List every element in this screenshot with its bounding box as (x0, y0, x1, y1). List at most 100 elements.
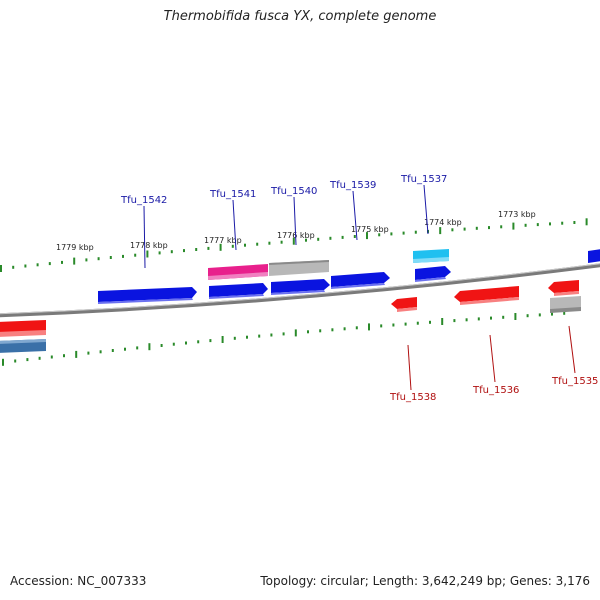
inner-scale-tick (258, 334, 261, 338)
outer-scale-tick (549, 222, 551, 226)
outer-scale-tick (475, 226, 478, 230)
inner-scale-tick (477, 317, 480, 321)
inner-scale-tick (246, 335, 248, 339)
callout-Tfu_1540 (293, 196, 297, 246)
outer-scale-tick (488, 226, 490, 230)
gene-Tfu_1541-upper[interactable] (208, 264, 268, 280)
scale-label-1777kbp: 1777 kbp (204, 236, 242, 245)
outer-scale-tick (0, 265, 2, 272)
gene-Tfu_1537-upper[interactable] (413, 249, 449, 263)
outer-scale-tick (524, 223, 527, 227)
inner-scale-tick (416, 321, 419, 325)
gene-Tfu_1540-upper[interactable] (269, 260, 329, 276)
inner-scale-tick (355, 326, 358, 330)
outer-scale-tick (134, 253, 137, 257)
outer-scale-tick (561, 221, 564, 225)
scale-label-1778kbp: 1778 kbp (130, 241, 168, 250)
outer-scale-tick (195, 248, 198, 251)
outer-scale-tick (122, 254, 124, 258)
outer-scale-tick (85, 258, 88, 262)
outer-scale-tick (61, 260, 63, 264)
inner-scale-tick (551, 312, 553, 316)
outer-scale-tick (268, 241, 271, 245)
inner-scale-tick (282, 332, 285, 336)
gene-left-edge-red[interactable] (0, 320, 46, 337)
outer-scale-tick (439, 227, 442, 235)
gene-left-edge-steel[interactable] (0, 339, 46, 353)
gene-label-Tfu_1535[interactable]: Tfu_1535 (551, 376, 598, 387)
inner-scale-tick (490, 316, 492, 320)
gene-Tfu_1538[interactable] (391, 297, 417, 312)
inner-scale-tick (526, 314, 529, 318)
gene-right-edge[interactable] (588, 249, 600, 263)
outer-scale-tick (146, 250, 149, 258)
inner-scale-tick (185, 341, 187, 345)
inner-scale-tick (221, 336, 224, 343)
gene-label-Tfu_1536[interactable]: Tfu_1536 (472, 385, 519, 396)
gene-label-Tfu_1541[interactable]: Tfu_1541 (209, 189, 256, 200)
genome-backbone (0, 263, 600, 318)
inner-scale-tick (172, 342, 175, 346)
gene-Tfu_1535-lower[interactable] (550, 296, 581, 313)
outer-scale-tick (24, 264, 27, 268)
callout-Tfu_1538 (407, 344, 412, 391)
gene-label-Tfu_1539[interactable]: Tfu_1539 (329, 180, 376, 191)
inner-scale-tick (111, 349, 114, 352)
inner-scale-tick (331, 328, 334, 332)
callout-Tfu_1535 (568, 325, 576, 374)
outer-scale-tick (73, 257, 76, 265)
callout-Tfu_1537 (423, 184, 429, 235)
outer-scale-tick (36, 263, 39, 267)
outer-scale-tick (207, 246, 210, 250)
inner-scale-tick (538, 313, 541, 317)
gene-Tfu_1541[interactable] (209, 283, 268, 299)
scale-label-1779kbp: 1779 kbp (56, 243, 94, 252)
outer-scale-tick (170, 250, 173, 254)
gene-Tfu_1539[interactable] (331, 272, 390, 289)
inner-scale-tick (148, 343, 151, 351)
inner-scale-tick (453, 319, 456, 323)
inner-scale-tick (75, 350, 78, 358)
inner-scale-tick (404, 322, 407, 326)
inner-scale-tick (136, 346, 139, 350)
outer-scale-tick (280, 240, 283, 244)
gene-Tfu_1535[interactable] (548, 280, 579, 296)
gene-Tfu_1542[interactable] (98, 287, 197, 304)
inner-scale-tick (502, 315, 505, 319)
inner-scale-tick (343, 327, 346, 331)
callout-Tfu_1541 (232, 199, 237, 251)
inner-scale-tick (2, 358, 4, 366)
inner-scale-tick (429, 320, 431, 324)
accession-text: Accession: NC_007333 (10, 574, 147, 588)
inner-scale-tick (441, 318, 444, 325)
outer-scale-ticks (0, 218, 588, 272)
callout-Tfu_1542 (143, 205, 146, 269)
gene-Tfu_1540[interactable] (271, 279, 330, 295)
inner-scale-tick (307, 330, 309, 334)
inner-scale-tick (160, 344, 163, 347)
gene-label-Tfu_1540[interactable]: Tfu_1540 (270, 186, 317, 197)
outer-scale-tick (292, 237, 295, 245)
inner-scale-tick (563, 311, 566, 315)
inner-scale-tick (14, 359, 17, 363)
outer-scale-tick (451, 228, 454, 232)
outer-scale-tick (109, 256, 112, 259)
inner-scale-tick (392, 323, 395, 327)
inner-scale-tick (99, 350, 102, 354)
inner-scale-tick (209, 339, 212, 343)
gene-label-Tfu_1538[interactable]: Tfu_1538 (389, 392, 436, 403)
gene-label-Tfu_1537[interactable]: Tfu_1537 (400, 174, 447, 185)
outer-scale-tick (183, 249, 185, 253)
gene-Tfu_1537[interactable] (415, 266, 451, 282)
inner-scale-tick (514, 313, 517, 320)
gene-Tfu_1536[interactable] (454, 286, 519, 305)
outer-scale-tick (378, 233, 381, 237)
scale-label-1773kbp: 1773 kbp (498, 210, 536, 219)
outer-scale-tick (158, 251, 161, 255)
outer-scale-tick (305, 238, 307, 242)
inner-scale-tick (87, 351, 90, 355)
inner-scale-tick (270, 333, 273, 337)
gene-label-Tfu_1542[interactable]: Tfu_1542 (120, 195, 167, 206)
inner-scale-tick (368, 323, 370, 331)
